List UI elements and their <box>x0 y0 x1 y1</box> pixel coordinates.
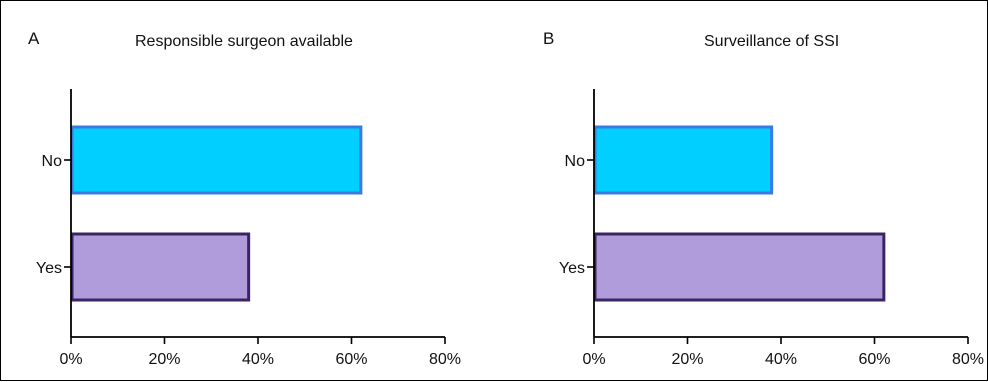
chart-title-a: Responsible surgeon available <box>135 33 353 50</box>
panel-label-a: A <box>28 29 40 48</box>
panel-label-b: B <box>543 29 555 48</box>
x-tick-label-b-0: 0% <box>582 351 605 368</box>
x-tick-label-a-1: 20% <box>148 351 180 368</box>
bar-yes-b <box>593 232 886 302</box>
x-tick-label-a-0: 0% <box>59 351 82 368</box>
bar-yes-a <box>70 232 251 302</box>
chart-panel-b: B Surveillance of SSI No Yes 0% 20% 40% 60% 80… <box>495 1 988 382</box>
x-tick-label-a-2: 40% <box>242 351 274 368</box>
chart-panel-a: A Responsible surgeon available No Yes 0% 2… <box>1 1 495 382</box>
x-tick-label-a-4: 80% <box>429 351 461 368</box>
y-tick-label-no-a: No <box>42 153 63 170</box>
x-tick-label-b-3: 60% <box>858 351 890 368</box>
x-tick-label-b-2: 40% <box>765 351 797 368</box>
bar-chart-a: No Yes 0% 20% 40% 60% 80% <box>36 89 461 368</box>
x-tick-label-b-4: 80% <box>952 351 984 368</box>
bar-no-a <box>70 125 363 195</box>
chart-title-b: Surveillance of SSI <box>704 33 840 50</box>
bar-no-b <box>593 125 774 195</box>
y-tick-label-no-b: No <box>565 153 586 170</box>
y-tick-label-yes-a: Yes <box>36 260 62 277</box>
bar-chart-b: No Yes 0% 20% 40% 60% 80% <box>559 89 984 368</box>
y-tick-label-yes-b: Yes <box>559 260 585 277</box>
x-tick-label-b-1: 20% <box>671 351 703 368</box>
x-tick-label-a-3: 60% <box>335 351 367 368</box>
